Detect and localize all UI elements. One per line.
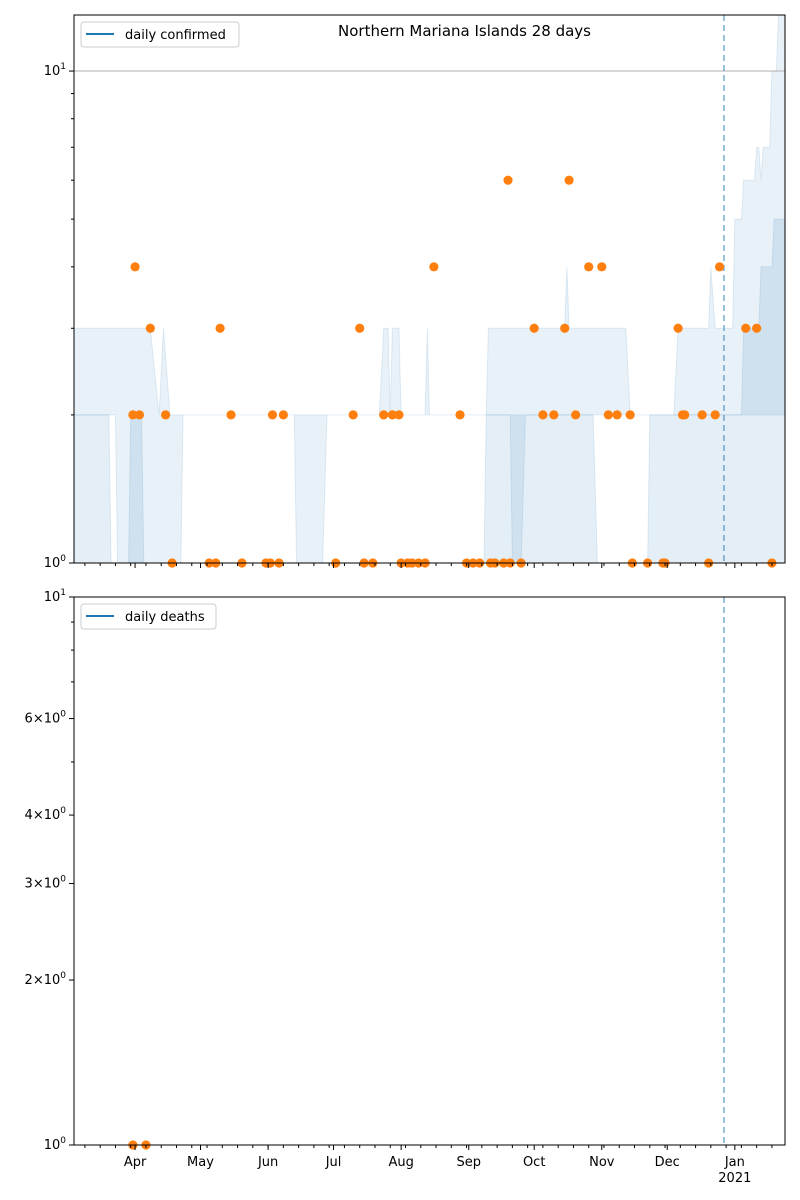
y-tick-label-base: 6×10: [25, 712, 61, 727]
x-tick-year-label: 2021: [718, 1171, 751, 1186]
data-point: [584, 262, 594, 272]
data-point: [355, 323, 365, 333]
legend-label: daily deaths: [125, 610, 205, 625]
data-point: [741, 323, 751, 333]
data-point: [673, 323, 683, 333]
data-point: [215, 323, 225, 333]
y-tick-label-exp: 0: [60, 710, 66, 720]
y-tick-label-base: 10: [44, 64, 61, 79]
x-tick-label: May: [187, 1155, 214, 1170]
x-tick-label: Sep: [456, 1155, 481, 1170]
y-tick-label: 2×100: [25, 971, 67, 988]
y-tick-label-base: 10: [44, 556, 61, 571]
data-point: [680, 410, 690, 420]
y-tick-label-exp: 1: [60, 588, 66, 598]
y-tick-label: 100: [44, 554, 67, 571]
data-point: [752, 323, 762, 333]
data-point: [161, 410, 171, 420]
y-tick-label-base: 3×10: [25, 877, 61, 892]
x-tick-label: Nov: [589, 1155, 615, 1170]
axes-frame: [73, 14, 786, 564]
data-point: [267, 410, 278, 420]
y-tick-label-exp: 0: [60, 875, 66, 885]
y-tick-label-base: 4×10: [25, 808, 61, 823]
y-tick-label: 101: [44, 62, 66, 79]
data-point: [348, 410, 358, 420]
y-tick-label-exp: 0: [60, 971, 66, 981]
x-tick-label: Oct: [523, 1155, 545, 1170]
y-tick-label-base: 2×10: [25, 973, 61, 988]
data-point: [226, 410, 236, 420]
data-point: [503, 175, 513, 185]
y-tick-label-base: 10: [44, 590, 61, 605]
y-tick-label: 3×100: [25, 875, 67, 892]
data-point: [710, 410, 720, 420]
x-tick-label: Apr: [124, 1155, 147, 1170]
y-tick-label: 101: [44, 588, 66, 605]
y-tick-label: 100: [44, 1136, 67, 1153]
data-point: [130, 262, 140, 272]
x-tick-label: Dec: [655, 1155, 680, 1170]
data-point: [429, 262, 439, 272]
y-tick-label: 6×100: [25, 710, 67, 727]
data-point: [529, 323, 539, 333]
axes-frame: [73, 596, 786, 1146]
data-point: [455, 410, 465, 420]
x-tick-label: Jan: [724, 1155, 745, 1170]
x-tick-label: Aug: [388, 1155, 413, 1170]
data-point: [278, 410, 288, 420]
data-point: [394, 410, 404, 420]
data-point: [597, 262, 607, 272]
y-tick-label-base: 10: [44, 1138, 61, 1153]
data-point: [549, 410, 559, 420]
legend-box: [80, 21, 240, 48]
chart-title: Northern Mariana Islands 28 days: [338, 22, 591, 40]
y-tick-label-exp: 0: [60, 1136, 66, 1146]
data-point: [612, 410, 622, 420]
data-point: [134, 410, 145, 420]
data-point: [564, 175, 574, 185]
data-point: [571, 410, 581, 420]
legend-label: daily confirmed: [125, 28, 226, 43]
x-tick-label: Jul: [325, 1155, 342, 1170]
data-point: [603, 410, 613, 420]
x-tick-label: Jun: [257, 1155, 278, 1170]
data-point: [697, 410, 707, 420]
data-point: [379, 410, 389, 420]
data-point: [128, 410, 138, 420]
y-tick-label-exp: 1: [60, 62, 66, 72]
data-point: [145, 323, 155, 333]
y-tick-label: 4×100: [25, 806, 67, 823]
data-point: [714, 262, 725, 272]
y-tick-label-exp: 0: [60, 806, 66, 816]
data-point: [538, 410, 548, 420]
y-tick-label-exp: 0: [60, 554, 66, 564]
legend-box: [80, 603, 217, 630]
shaded-band-1: [74, 218, 785, 563]
data-point: [625, 410, 635, 420]
data-point: [387, 410, 398, 420]
data-point: [560, 323, 570, 333]
